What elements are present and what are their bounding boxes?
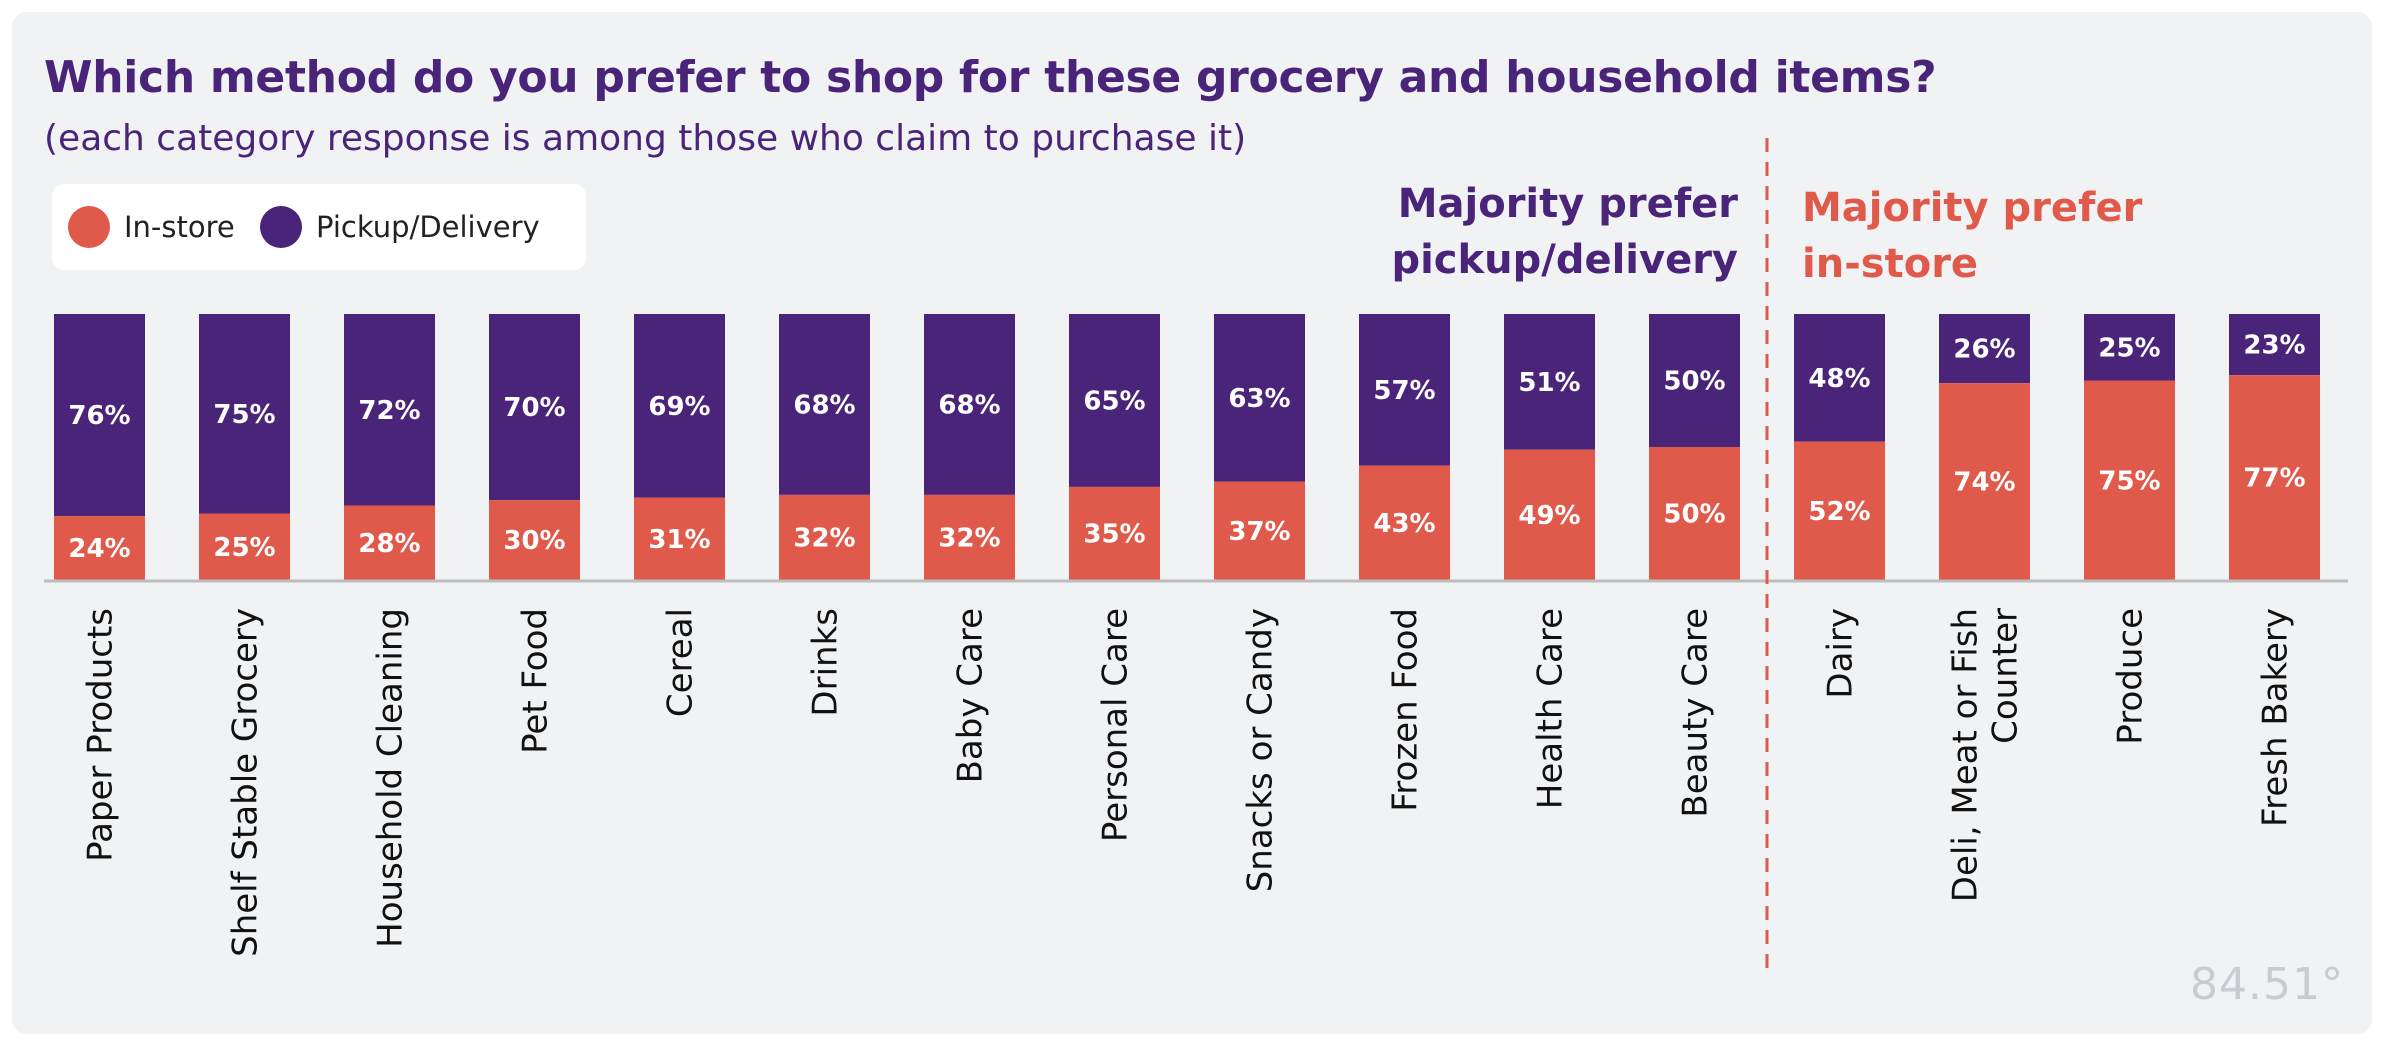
- annotation-right-line-1: Majority prefer: [1802, 185, 2143, 231]
- category-label: Frozen Food: [1386, 608, 1426, 812]
- data-label-in-store: 43%: [1373, 509, 1435, 539]
- bar-in-store: [1359, 465, 1450, 580]
- data-label-in-store: 32%: [938, 523, 1000, 553]
- bar-pickup-delivery: [1649, 314, 1740, 447]
- legend: In-store Pickup/Delivery: [52, 184, 586, 270]
- data-label-pickup-delivery: 75%: [213, 400, 275, 430]
- category-label: Paper Products: [81, 608, 121, 862]
- data-label-in-store: 74%: [1953, 468, 2015, 498]
- category-label: Produce: [2111, 608, 2151, 745]
- data-label-in-store: 75%: [2098, 466, 2160, 496]
- category-label: Pet Food: [516, 608, 556, 754]
- bar-in-store: [1214, 481, 1305, 580]
- brand-logo: 84.51°: [2190, 959, 2344, 1010]
- data-label-pickup-delivery: 23%: [2243, 331, 2305, 361]
- category-label: Drinks: [806, 608, 846, 717]
- data-label-pickup-delivery: 65%: [1083, 386, 1145, 416]
- bar-pickup-delivery: [1069, 314, 1160, 487]
- data-label-pickup-delivery: 76%: [68, 401, 130, 431]
- category-label: Deli, Meat or Fish: [1946, 608, 1986, 902]
- bar-pickup-delivery: [1504, 314, 1595, 450]
- bar-in-store: [634, 497, 725, 580]
- annotation-majority-pickup-delivery: Majority prefer pickup/delivery: [1391, 176, 1738, 288]
- data-label-pickup-delivery: 50%: [1663, 367, 1725, 397]
- bar-in-store: [1794, 441, 1885, 580]
- bar-pickup-delivery: [54, 314, 145, 517]
- bar-pickup-delivery: [1214, 314, 1305, 482]
- bar-in-store: [1649, 447, 1740, 580]
- data-label-in-store: 30%: [503, 526, 565, 556]
- bar-pickup-delivery: [779, 314, 870, 495]
- bar-in-store: [489, 500, 580, 580]
- data-label-in-store: 77%: [2243, 464, 2305, 494]
- data-label-pickup-delivery: 69%: [648, 392, 710, 422]
- annotation-left-line-1: Majority prefer: [1397, 181, 1738, 227]
- category-label: Baby Care: [951, 608, 991, 783]
- annotation-majority-in-store: Majority prefer in-store: [1802, 180, 2142, 292]
- bar-in-store: [779, 494, 870, 580]
- data-label-in-store: 32%: [793, 523, 855, 553]
- bar-pickup-delivery: [1939, 314, 2030, 384]
- legend-label-in-store: In-store: [124, 210, 235, 244]
- bar-in-store: [1069, 486, 1160, 580]
- data-label-pickup-delivery: 25%: [2098, 333, 2160, 363]
- chart-subtitle: (each category response is among those w…: [44, 118, 1247, 159]
- data-label-in-store: 31%: [648, 525, 710, 555]
- category-label: Fresh Bakery: [2256, 608, 2296, 827]
- bar-in-store: [344, 505, 435, 580]
- annotation-left-line-2: pickup/delivery: [1391, 237, 1738, 283]
- legend-swatch-pickup-delivery: [260, 206, 302, 248]
- data-label-in-store: 28%: [358, 529, 420, 559]
- bar-in-store: [924, 494, 1015, 580]
- data-label-in-store: 50%: [1663, 500, 1725, 530]
- bar-pickup-delivery: [199, 314, 290, 514]
- category-label: Household Cleaning: [371, 608, 411, 948]
- bar-in-store: [1504, 449, 1595, 580]
- bar-pickup-delivery: [1794, 314, 1885, 442]
- bar-pickup-delivery: [2084, 314, 2175, 381]
- bar-pickup-delivery: [924, 314, 1015, 495]
- data-label-in-store: 24%: [68, 534, 130, 564]
- legend-label-pickup-delivery: Pickup/Delivery: [316, 210, 540, 244]
- legend-swatch-in-store: [68, 206, 110, 248]
- legend-item-pickup-delivery: Pickup/Delivery: [260, 184, 540, 270]
- data-label-pickup-delivery: 26%: [1953, 335, 2015, 365]
- annotation-right-line-2: in-store: [1802, 241, 1979, 287]
- legend-item-in-store: In-store: [68, 184, 235, 270]
- data-label-pickup-delivery: 68%: [793, 390, 855, 420]
- data-label-in-store: 52%: [1808, 497, 1870, 527]
- category-label: Dairy: [1821, 608, 1861, 699]
- bar-pickup-delivery: [489, 314, 580, 501]
- bar-in-store: [2084, 380, 2175, 580]
- data-label-pickup-delivery: 63%: [1228, 384, 1290, 414]
- data-label-pickup-delivery: 72%: [358, 396, 420, 426]
- category-label: Counter: [1986, 608, 2026, 744]
- category-label: Personal Care: [1096, 608, 1136, 842]
- data-label-pickup-delivery: 70%: [503, 393, 565, 423]
- chart-title: Which method do you prefer to shop for t…: [44, 52, 1937, 103]
- bar-in-store: [199, 513, 290, 580]
- bar-in-store: [1939, 383, 2030, 580]
- bar-in-store: [2229, 375, 2320, 580]
- category-label: Shelf Stable Grocery: [226, 608, 266, 957]
- data-label-pickup-delivery: 57%: [1373, 376, 1435, 406]
- bar-pickup-delivery: [344, 314, 435, 506]
- category-label: Beauty Care: [1676, 608, 1716, 818]
- data-label-in-store: 25%: [213, 533, 275, 563]
- category-label: Health Care: [1531, 608, 1571, 809]
- data-label-pickup-delivery: 68%: [938, 390, 1000, 420]
- data-label-in-store: 37%: [1228, 517, 1290, 547]
- data-label-pickup-delivery: 51%: [1518, 368, 1580, 398]
- data-label-pickup-delivery: 48%: [1808, 364, 1870, 394]
- category-label: Cereal: [661, 608, 701, 717]
- bar-pickup-delivery: [634, 314, 725, 498]
- data-label-in-store: 35%: [1083, 519, 1145, 549]
- bar-pickup-delivery: [1359, 314, 1450, 466]
- bar-in-store: [54, 516, 145, 580]
- bar-pickup-delivery: [2229, 314, 2320, 376]
- category-label: Snacks or Candy: [1241, 608, 1281, 892]
- data-label-in-store: 49%: [1518, 501, 1580, 531]
